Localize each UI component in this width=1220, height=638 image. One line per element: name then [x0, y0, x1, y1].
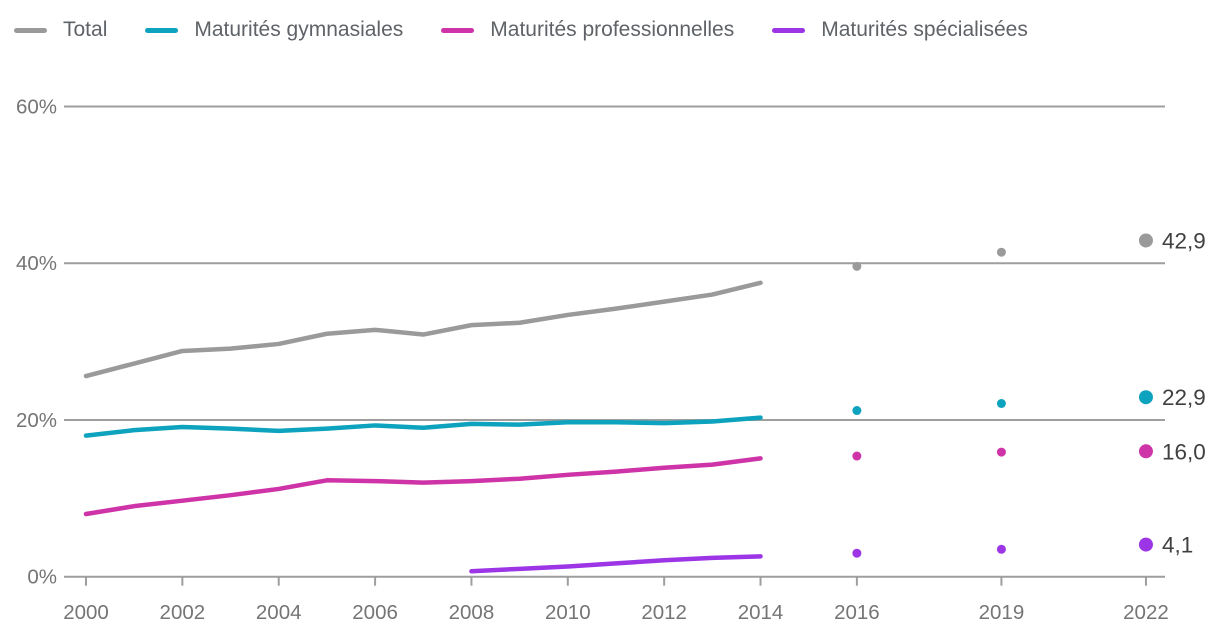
end-data-point	[1138, 444, 1153, 459]
x-axis-tick-label: 2016	[834, 601, 880, 624]
x-axis-tick-label: 2019	[979, 601, 1025, 624]
end-data-point	[1138, 537, 1153, 552]
legend-item-total[interactable]: Total	[14, 18, 107, 42]
legend-swatch-maturites-gymnasiales	[145, 27, 179, 33]
x-axis-tick-label: 2014	[738, 601, 784, 624]
legend-label: Maturités professionnelles	[490, 18, 735, 41]
legend-label: Total	[63, 18, 108, 41]
legend-swatch-total	[14, 27, 47, 33]
x-axis-tick-label: 2004	[256, 601, 302, 624]
data-point	[996, 447, 1006, 457]
end-value-label: 22,9	[1162, 385, 1206, 410]
legend-item-maturites-specialisees[interactable]: Maturités spécialisées	[772, 18, 1028, 42]
x-axis-tick-label: 2012	[641, 601, 687, 624]
legend-swatch-maturites-specialisees	[772, 27, 806, 33]
series-line-total	[83, 280, 763, 379]
series-line-maturit-s-gymnasiales	[83, 415, 763, 438]
data-point	[996, 247, 1006, 257]
legend-swatch-maturites-professionnelles	[441, 27, 475, 33]
x-axis-tick-label: 2010	[545, 601, 591, 624]
legend-label: Maturités gymnasiales	[194, 18, 404, 41]
y-axis-tick-label: 60%	[16, 95, 57, 118]
end-value-label: 16,0	[1162, 439, 1206, 464]
x-axis-tick-label: 2008	[449, 601, 495, 624]
data-point	[852, 261, 862, 271]
y-axis-tick-label: 20%	[16, 409, 57, 432]
chart-legend: Total Maturités gymnasiales Maturités pr…	[14, 18, 1028, 42]
x-axis-tick-label: 2006	[352, 601, 398, 624]
x-axis-tick-label: 2002	[160, 601, 206, 624]
end-data-point	[1138, 233, 1153, 248]
series-line-maturit-s-professionnelles	[83, 456, 763, 517]
data-point	[852, 548, 862, 558]
data-point	[852, 451, 862, 461]
data-point	[996, 398, 1006, 408]
x-axis-tick-label: 2022	[1123, 601, 1169, 624]
legend-label: Maturités spécialisées	[821, 18, 1028, 41]
data-point	[852, 406, 862, 416]
x-axis-tick-label: 2000	[63, 601, 109, 624]
end-value-label: 4,1	[1162, 533, 1193, 558]
series-line-maturit-s-sp-cialis-es	[469, 554, 763, 574]
end-value-label: 42,9	[1162, 228, 1206, 253]
end-data-point	[1138, 390, 1153, 405]
data-point	[996, 544, 1006, 554]
legend-item-maturites-gymnasiales[interactable]: Maturités gymnasiales	[145, 18, 403, 42]
y-axis-tick-label: 40%	[16, 252, 57, 275]
legend-item-maturites-professionnelles[interactable]: Maturités professionnelles	[441, 18, 734, 42]
y-axis-tick-label: 0%	[27, 566, 57, 589]
